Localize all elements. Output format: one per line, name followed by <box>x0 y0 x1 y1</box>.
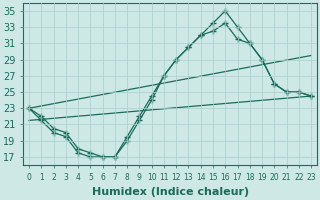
X-axis label: Humidex (Indice chaleur): Humidex (Indice chaleur) <box>92 187 249 197</box>
